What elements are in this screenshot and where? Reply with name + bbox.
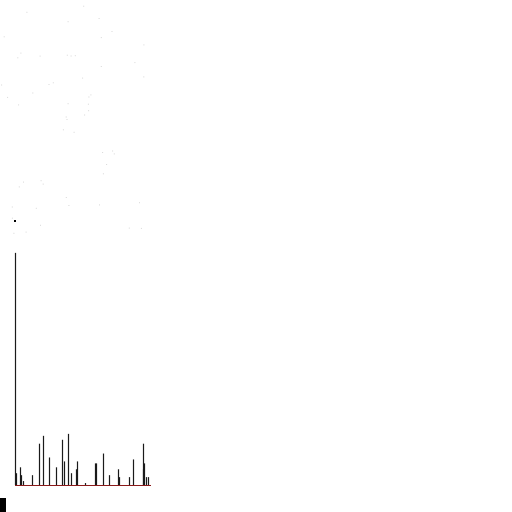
speckle [140,227,142,229]
speckle [23,181,24,183]
speckle [32,92,34,94]
speckle [106,164,108,165]
speckle [70,55,72,57]
speckle [17,57,19,59]
speckle [65,197,67,198]
speckle [74,55,76,57]
speckle [143,44,145,46]
speckle [11,217,13,219]
speckle [113,153,115,155]
speckle [100,37,102,39]
speckle [48,84,50,85]
speckle [83,5,85,7]
speckle [65,116,67,118]
speckle [134,62,136,64]
speckle [87,103,89,105]
speckle [26,11,28,13]
speckle [67,103,69,105]
speckle [40,224,41,226]
speckle [90,94,92,96]
speckle [35,207,37,209]
speckle [102,152,104,153]
speckle [66,54,68,56]
speckle [25,231,27,233]
speckle [18,186,20,188]
speckle [18,104,20,106]
speckle [68,205,70,206]
speckle [67,21,69,23]
speckle [3,36,5,38]
speckle [88,96,90,98]
speckle [99,204,100,206]
speckle [128,227,130,229]
speckle [112,150,114,152]
speckle [84,114,86,116]
speckle [13,232,15,234]
speckle [98,18,100,19]
speckle [42,183,44,185]
faint-speckle-area [1,5,145,234]
speckle [39,55,41,57]
speckle [7,96,9,98]
speckle [52,82,54,84]
corner-marker [0,498,6,512]
speckle [62,129,64,131]
speckle [1,84,3,86]
speckle [11,206,13,208]
speckle [111,31,113,32]
speckle [143,76,145,78]
speckle [88,110,90,112]
speckle [139,202,140,204]
speckle [20,52,22,54]
speckle [66,119,68,120]
speckle [40,180,42,182]
speckle [100,66,102,67]
speckle [73,131,75,133]
speckle [82,77,84,79]
marker-dot [14,220,16,222]
speckle [102,173,104,175]
